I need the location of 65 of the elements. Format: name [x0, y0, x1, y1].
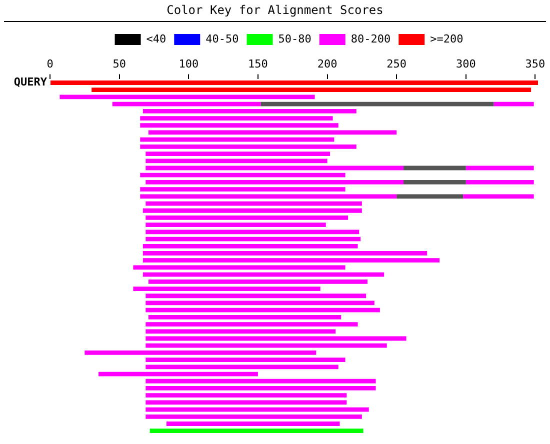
bar — [142, 258, 440, 263]
bar — [84, 350, 316, 355]
bar — [142, 251, 428, 256]
bar — [140, 116, 333, 120]
bar — [148, 130, 397, 135]
bar — [98, 372, 258, 376]
bar — [146, 358, 346, 362]
bar — [146, 343, 387, 348]
bar — [140, 194, 397, 199]
bar — [166, 422, 340, 426]
x-tick-label: 50 — [112, 57, 126, 70]
x-tick-label: 350 — [525, 57, 546, 70]
x-tick-label: 0 — [46, 57, 54, 70]
chart-title: Color Key for Alignment Scores — [166, 2, 384, 18]
text: QUERY — [14, 76, 48, 89]
x-tick-label: 300 — [456, 57, 476, 70]
bar — [148, 314, 342, 320]
bar — [146, 222, 326, 228]
bar — [146, 336, 406, 341]
bar — [142, 272, 384, 277]
bar — [146, 393, 347, 398]
bar — [133, 286, 320, 291]
legend-label: 80-200 — [350, 32, 391, 46]
bar — [146, 407, 369, 412]
legend-label: >=200 — [430, 32, 464, 46]
bar — [146, 216, 348, 220]
bar — [146, 364, 338, 370]
bar — [142, 208, 362, 213]
bar — [146, 329, 336, 334]
bar — [146, 294, 366, 298]
x-tick-label: 200 — [317, 57, 338, 70]
bar — [146, 414, 362, 419]
bar — [60, 94, 315, 100]
bar — [146, 166, 404, 170]
bar — [148, 279, 368, 284]
bar — [146, 180, 404, 184]
legend-label: <40 — [146, 32, 166, 46]
bar — [92, 88, 532, 92]
bar — [146, 201, 362, 206]
bar — [146, 400, 347, 405]
bar — [142, 108, 356, 114]
bar — [146, 308, 380, 312]
x-tick-label: 100 — [178, 57, 199, 70]
bar — [140, 187, 346, 192]
bar — [142, 244, 358, 248]
bar — [133, 265, 346, 270]
bar — [140, 144, 356, 149]
bar — [140, 123, 338, 128]
bar — [146, 152, 330, 156]
legend-label: 50-80 — [278, 32, 312, 46]
bar — [140, 172, 346, 178]
bar — [146, 158, 328, 164]
bar — [146, 236, 361, 242]
bar — [146, 300, 374, 306]
bar — [146, 322, 358, 326]
bar — [146, 230, 360, 234]
bar — [112, 102, 261, 106]
bar — [50, 80, 538, 85]
legend-label: 40-50 — [206, 32, 239, 46]
x-tick-label: 250 — [386, 57, 407, 70]
bar — [146, 386, 376, 390]
bar — [146, 378, 376, 384]
bar — [140, 137, 334, 142]
bar — [150, 428, 364, 434]
x-tick-label: 150 — [248, 57, 268, 70]
